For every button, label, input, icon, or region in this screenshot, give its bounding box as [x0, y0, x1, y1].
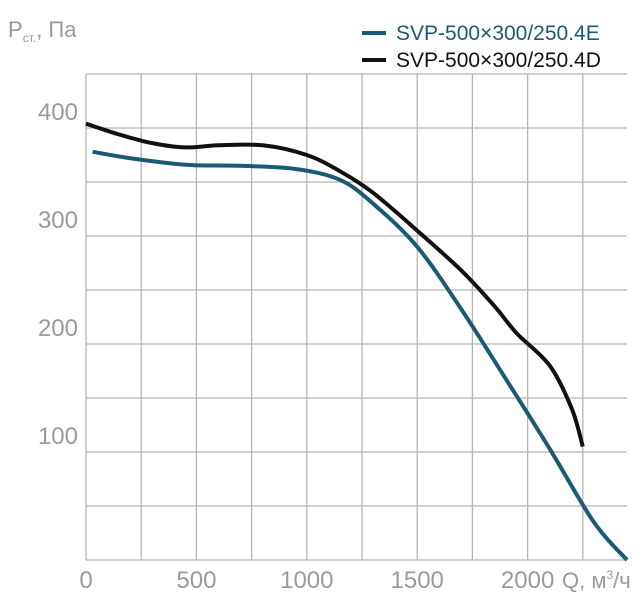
x-tick-label: 500: [176, 567, 216, 594]
x-tick-label: 0: [79, 567, 92, 594]
x-axis-label: Q, м3/ч: [562, 568, 631, 593]
x-tick-label: 2000: [501, 567, 554, 594]
legend-label-2: SVP-500×300/250.4D: [396, 49, 601, 72]
y-tick-label: 100: [38, 423, 78, 450]
legend-item-1: SVP-500×300/250.4E: [362, 22, 600, 45]
x-tick-label: 1500: [391, 567, 444, 594]
y-tick-label: 400: [38, 99, 78, 126]
legend: SVP-500×300/250.4E SVP-500×300/250.4D: [362, 22, 601, 72]
series-line-1: [92, 149, 629, 562]
tick-labels: 0 500 1000 1500 2000 100 200 300 400: [38, 99, 554, 594]
y-tick-label: 200: [38, 315, 78, 342]
legend-label-1: SVP-500×300/250.4E: [396, 22, 600, 45]
x-tick-label: 1000: [280, 567, 333, 594]
series-line-2: [85, 121, 585, 448]
y-tick-label: 300: [38, 207, 78, 234]
series-layer: [85, 121, 629, 562]
y-axis-label: Pст., Па: [8, 17, 77, 45]
legend-item-2: SVP-500×300/250.4D: [362, 49, 601, 72]
